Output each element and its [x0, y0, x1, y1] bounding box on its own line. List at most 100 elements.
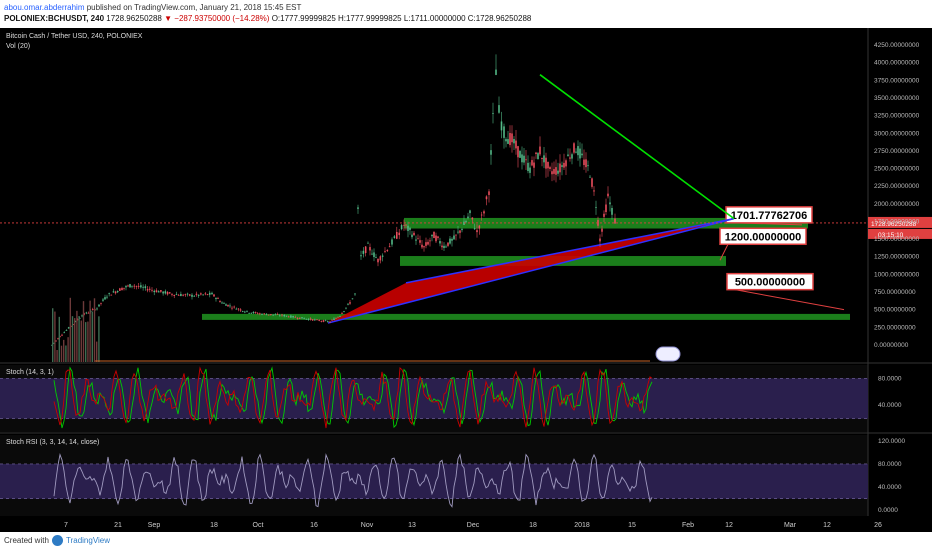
price-candle — [337, 316, 339, 318]
price-candle — [237, 308, 240, 310]
price-candle — [307, 318, 310, 320]
ohlc-values: O:1777.99999825 H:1777.99999825 L:1711.0… — [271, 14, 532, 23]
price-candle — [67, 327, 70, 329]
volume-bar — [71, 316, 74, 362]
publish-info: published on TradingView.com, January 21… — [86, 3, 302, 12]
price-candle — [589, 176, 591, 178]
price-candle — [551, 171, 553, 175]
price-candle — [180, 293, 182, 297]
price-candle — [431, 234, 433, 237]
price-candle — [469, 210, 471, 214]
price-candle — [439, 241, 441, 244]
price-candle — [483, 211, 485, 214]
price-candle — [571, 154, 573, 159]
price-candle — [241, 310, 244, 312]
price-candle — [423, 246, 425, 248]
price-candle — [575, 151, 577, 153]
price-candle — [191, 294, 193, 297]
price-tick-label: 4250.00000000 — [874, 42, 920, 49]
stoch-d-line — [53, 366, 653, 429]
price-candle — [593, 190, 595, 192]
price-candle — [377, 258, 379, 263]
price-candle — [173, 294, 176, 296]
price-candle — [283, 315, 286, 317]
price-candle — [316, 319, 318, 321]
price-candle — [256, 313, 259, 315]
price-candle — [587, 165, 589, 167]
volume-bar — [63, 339, 65, 362]
price-candle — [367, 242, 369, 244]
price-candle — [53, 342, 55, 344]
price-candle — [441, 245, 443, 248]
stoch-rsi-tick-label: 0.0000 — [878, 507, 898, 514]
price-candle — [225, 304, 227, 306]
tradingview-brand[interactable]: TradingView — [66, 536, 111, 545]
price-candle — [539, 146, 541, 155]
price-candle — [285, 315, 288, 317]
price-candle — [535, 152, 537, 155]
price-candle — [129, 284, 131, 288]
price-candle — [231, 307, 233, 309]
price-change: ▼ −287.93750000 (−14.28%) — [164, 14, 270, 23]
price-candle — [354, 293, 356, 295]
price-candle — [248, 312, 250, 314]
price-candle — [398, 232, 400, 236]
price-tick-label: 250.00000000 — [874, 324, 916, 331]
price-candle — [371, 253, 373, 255]
price-candle — [360, 255, 362, 257]
price-candle — [609, 202, 611, 205]
price-candle — [281, 314, 283, 316]
author-link[interactable]: abou.omar.abderrahim — [4, 3, 85, 12]
annotation-box — [719, 227, 807, 246]
price-candle — [427, 241, 429, 245]
price-candle — [65, 330, 68, 331]
price-tick-label: 3250.00000000 — [874, 113, 920, 120]
created-with-label: Created with — [4, 536, 49, 545]
price-candle — [523, 155, 525, 163]
price-candle — [261, 313, 263, 315]
price-candle — [341, 313, 343, 314]
price-candle — [221, 302, 223, 304]
price-candle — [81, 315, 83, 317]
price-candle — [333, 318, 335, 320]
price-candle — [478, 225, 481, 229]
stoch-title: Stoch (14, 3, 1) — [6, 369, 54, 376]
price-candle — [563, 162, 565, 168]
countdown-label: 03:15:10 — [878, 232, 904, 239]
current-price-tag — [868, 216, 932, 228]
price-candle — [287, 316, 290, 318]
price-candle — [369, 247, 371, 251]
price-candle — [471, 217, 474, 220]
price-candle — [585, 159, 587, 168]
price-candle — [298, 317, 301, 319]
price-candle — [320, 320, 323, 322]
price-candle — [421, 244, 423, 248]
time-tick-label: 12 — [725, 522, 733, 529]
price-candle — [614, 218, 616, 224]
price-candle — [362, 250, 365, 254]
price-candle — [373, 252, 375, 258]
price-candle — [206, 294, 209, 295]
price-candle — [591, 178, 593, 187]
price-candle — [303, 318, 305, 320]
price-candle — [215, 298, 217, 300]
price-candle — [164, 291, 167, 294]
price-candle — [527, 162, 529, 172]
annotation-pointer — [734, 289, 845, 311]
price-candle — [296, 318, 299, 320]
price-candle — [305, 318, 308, 320]
price-candle — [301, 317, 303, 319]
price-candle — [599, 238, 601, 242]
price-candle — [331, 319, 333, 321]
annotation-box — [726, 272, 814, 291]
time-tick-label: Feb — [682, 522, 694, 529]
price-candle — [171, 294, 173, 296]
price-candle — [263, 313, 266, 315]
volume-bar — [85, 322, 87, 362]
price-candle — [601, 228, 603, 232]
price-candle — [451, 238, 453, 241]
price-candle — [388, 246, 391, 248]
time-tick-label: 7 — [64, 522, 68, 529]
price-candle — [119, 288, 121, 291]
chart-area[interactable]: 1701.77762706 1200.00000000 500.00000000 17… — [0, 28, 932, 532]
